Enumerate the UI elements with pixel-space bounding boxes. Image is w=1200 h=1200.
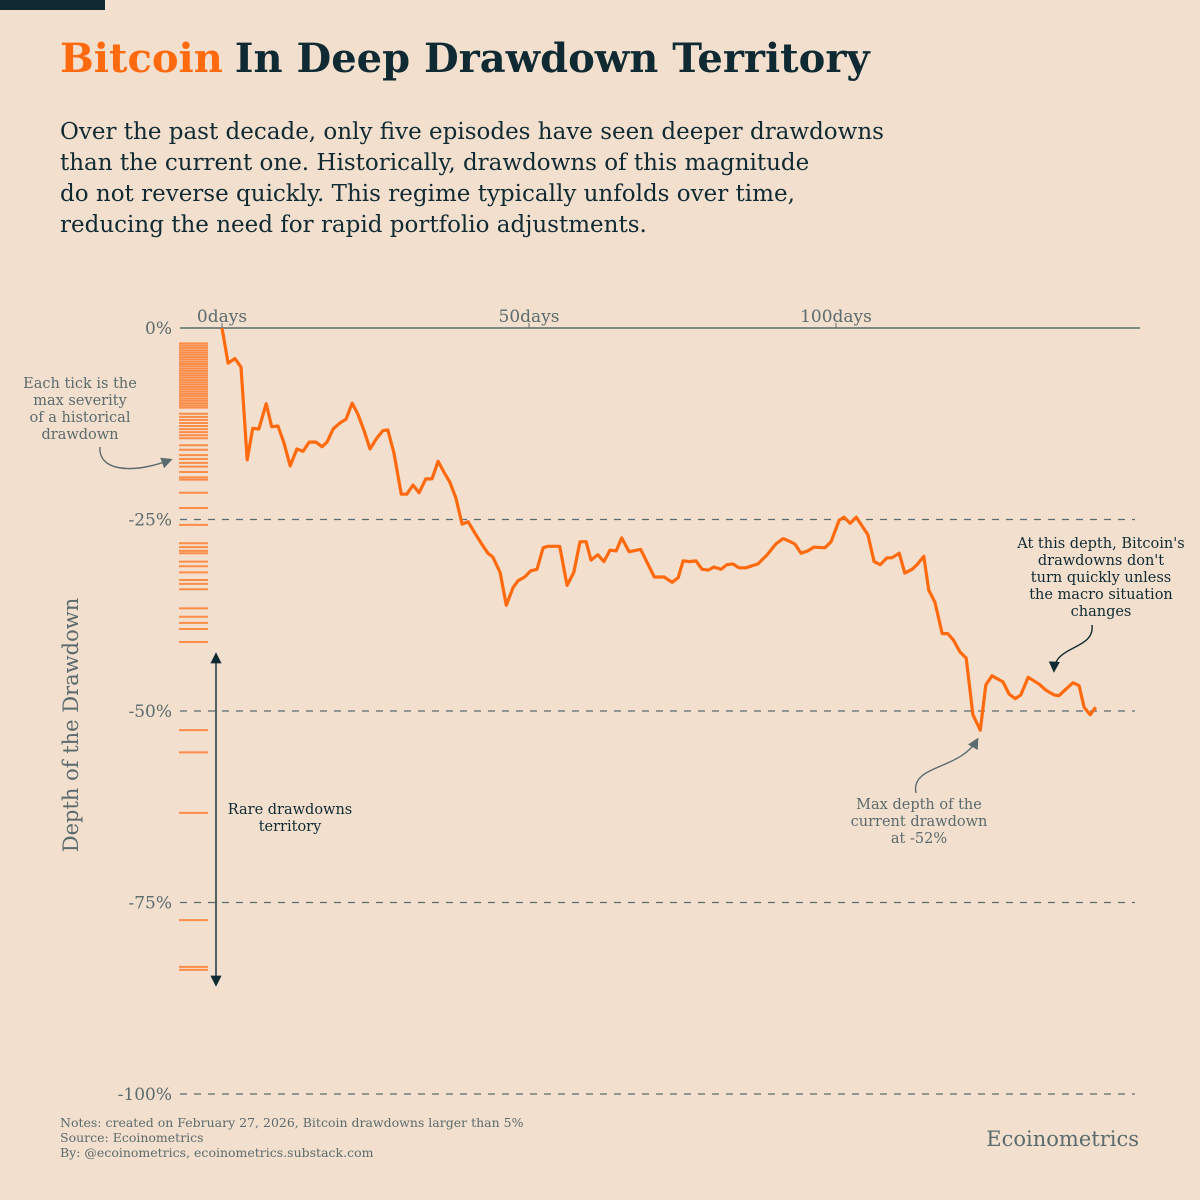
x-tick-label: 50days: [499, 307, 560, 327]
annotation-line: drawdown: [41, 427, 118, 443]
annotation-line: the macro situation: [1029, 587, 1173, 603]
y-tick-label: -100%: [118, 1085, 172, 1105]
title-highlight: Bitcoin: [60, 35, 223, 82]
max-depth-annotation: Max depth of the current drawdown at -52…: [851, 797, 988, 847]
annotation-line: Max depth of the: [856, 797, 982, 813]
rare-annotation: Rare drawdowns territory: [228, 802, 353, 835]
description-line: reducing the need for rapid portfolio ad…: [60, 212, 647, 238]
footer-by: By: @ecoinometrics, ecoinometrics.substa…: [60, 1145, 374, 1160]
annotation-line: of a historical: [30, 410, 131, 426]
ticks-annotation: Each tick is the max severity of a histo…: [23, 376, 137, 443]
annotation-line: current drawdown: [851, 814, 988, 830]
page-title: Bitcoin In Deep Drawdown Territory: [60, 35, 871, 82]
annotation-line: max severity: [33, 393, 127, 409]
y-tick-label: -25%: [128, 511, 172, 531]
curved-arrow-icon: [99, 446, 173, 470]
footer-notes: Notes: created on February 27, 2026, Bit…: [60, 1115, 524, 1130]
title-rest: In Deep Drawdown Territory: [235, 35, 872, 82]
footer-source: Source: Ecoinometrics: [60, 1130, 204, 1145]
description-line: than the current one. Historically, draw…: [60, 150, 809, 176]
curved-arrow-icon: [914, 737, 979, 794]
annotation-line: Each tick is the: [23, 376, 137, 392]
drawdown-line: [220, 327, 1097, 732]
y-tick-label: -50%: [128, 702, 172, 722]
top-corner-bar: [0, 0, 105, 10]
macro-annotation: At this depth, Bitcoin's drawdowns don't…: [1016, 536, 1184, 620]
x-tick-label: 100days: [800, 307, 872, 327]
x-tick-label: 0days: [197, 307, 247, 327]
description-line: Over the past decade, only five episodes…: [60, 119, 884, 145]
grid: [180, 518, 1135, 1095]
curved-arrow-icon: [1048, 624, 1093, 673]
annotation-line: at -52%: [891, 831, 947, 847]
annotation-line: At this depth, Bitcoin's: [1016, 536, 1184, 552]
annotation-line: drawdowns don't: [1038, 553, 1164, 569]
y-tick-label: 0%: [145, 319, 172, 339]
y-axis-title: Depth of the Drawdown: [59, 598, 83, 852]
annotation-line: changes: [1071, 604, 1132, 620]
annotation-line: turn quickly unless: [1031, 570, 1171, 586]
brand-logo: Ecoinometrics: [986, 1127, 1139, 1151]
y-tick-label: -75%: [128, 894, 172, 914]
axes: 0% -25% -50% -75% -100% 0days 50days 100days: [118, 307, 1140, 1105]
historical-ticks: [179, 342, 208, 971]
annotation-line: Rare drawdowns: [228, 802, 353, 818]
description-line: do not reverse quickly. This regime typi…: [60, 181, 795, 207]
series: [220, 327, 1097, 732]
annotation-line: territory: [259, 819, 322, 835]
